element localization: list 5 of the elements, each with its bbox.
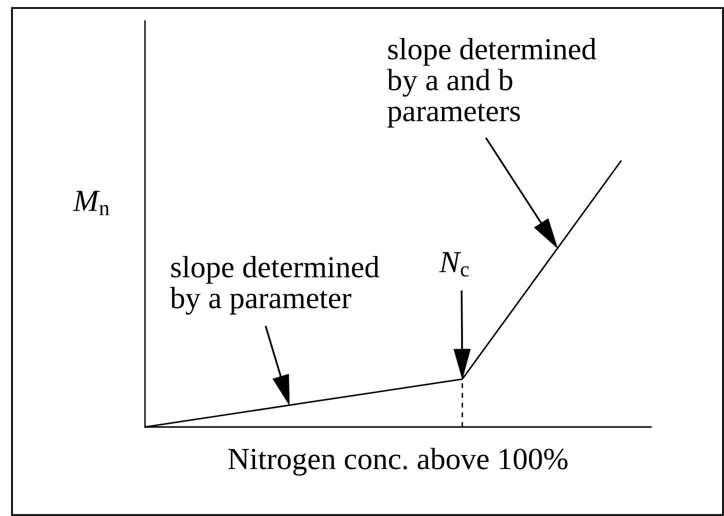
text: slope determined by a and b parameters [387, 38, 596, 128]
y-axis-title: M$_{n}$ [72, 190, 110, 216]
annotation: N$_{c}$ [439, 252, 469, 277]
annotation: slope determined by a parameter [170, 256, 380, 315]
x-axis-title: Nitrogen conc. above 100% [228, 448, 568, 476]
